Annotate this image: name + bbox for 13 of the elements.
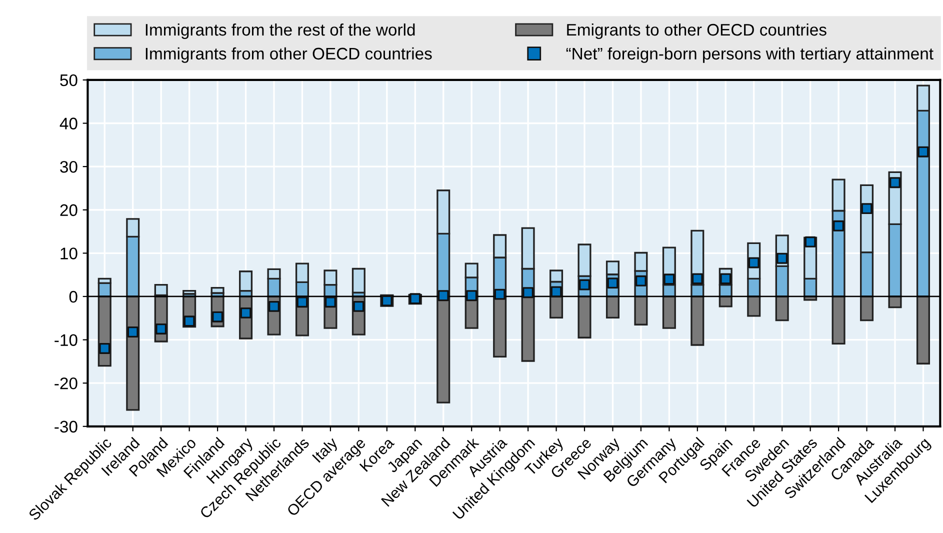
y-tick-label: 0 (69, 290, 78, 303)
y-tick-label: -30 (54, 420, 78, 433)
y-tick-label: -10 (54, 334, 78, 346)
legend-label: “Net” foreign-born persons with tertiary attainment (566, 47, 934, 63)
y-tick-label: 20 (60, 204, 78, 216)
y-tick-label: 40 (60, 118, 78, 130)
legend-label: Immigrants from the rest of the world (146, 23, 415, 40)
y-tick-label: -20 (54, 377, 78, 390)
y-tick-label: 30 (60, 160, 78, 173)
y-tick-label: 10 (60, 248, 78, 260)
legend-label: Emigrants to other OECD countries (567, 23, 826, 40)
legend-label: Immigrants from other OECD countries (146, 47, 432, 63)
y-tick-label: 50 (60, 74, 78, 86)
